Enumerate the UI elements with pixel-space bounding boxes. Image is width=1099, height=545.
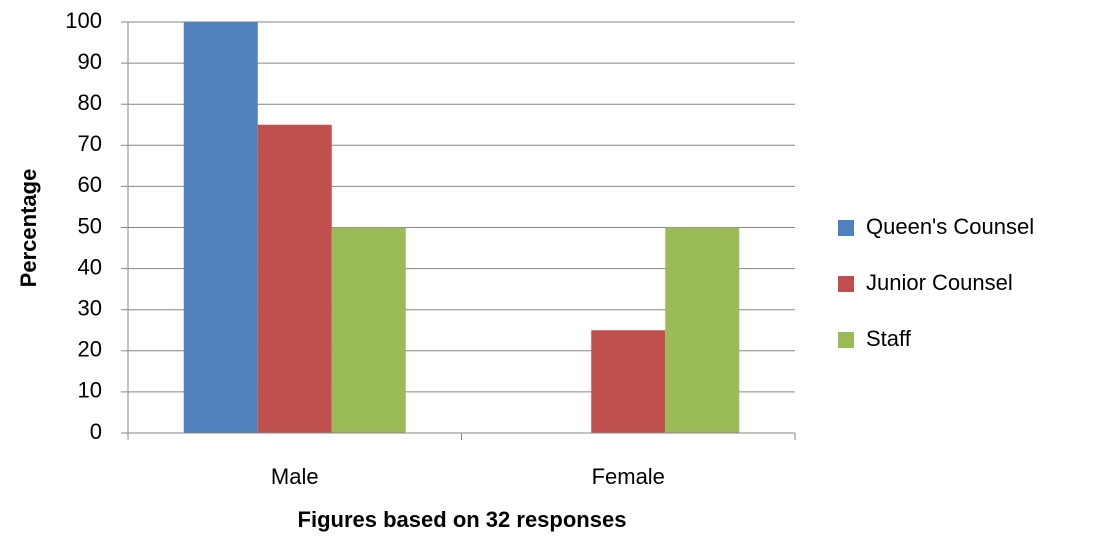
- legend-swatch: [838, 220, 854, 236]
- y-tick-label: 60: [78, 172, 102, 197]
- legend-item: Staff: [838, 326, 912, 351]
- x-category-label: Male: [271, 464, 319, 489]
- y-tick-labels: 0 10 20 30 40 50 60 70 80 90 100: [65, 8, 102, 444]
- y-tick-label: 10: [78, 378, 102, 403]
- x-category-label: Female: [592, 464, 665, 489]
- bars: [183, 22, 740, 433]
- legend-label: Queen's Counsel: [866, 214, 1034, 239]
- legend-swatch: [838, 332, 854, 348]
- bar: [183, 22, 258, 433]
- y-tick-label: 90: [78, 49, 102, 74]
- legend-swatch: [838, 276, 854, 292]
- legend-item: Junior Counsel: [838, 270, 1013, 295]
- y-tick-label: 20: [78, 337, 102, 362]
- y-tick-label: 50: [78, 213, 102, 238]
- legend-item: Queen's Counsel: [838, 214, 1034, 239]
- y-tick-label: 80: [78, 90, 102, 115]
- bar: [665, 227, 740, 433]
- legend-label: Junior Counsel: [866, 270, 1013, 295]
- legend: Queen's Counsel Junior Counsel Staff: [838, 214, 1034, 351]
- y-tick-label: 100: [65, 8, 102, 33]
- y-tick-label: 0: [90, 419, 102, 444]
- x-category-labels: Male Female: [271, 464, 665, 489]
- bar: [331, 227, 406, 433]
- bar: [257, 124, 332, 433]
- axes: [127, 22, 796, 440]
- y-tick-label: 70: [78, 131, 102, 156]
- y-axis-title: Percentage: [16, 169, 41, 288]
- y-tick-label: 40: [78, 254, 102, 279]
- x-axis-title: Figures based on 32 responses: [298, 507, 627, 532]
- legend-label: Staff: [866, 326, 912, 351]
- bar: [591, 330, 666, 433]
- y-tick-label: 30: [78, 296, 102, 321]
